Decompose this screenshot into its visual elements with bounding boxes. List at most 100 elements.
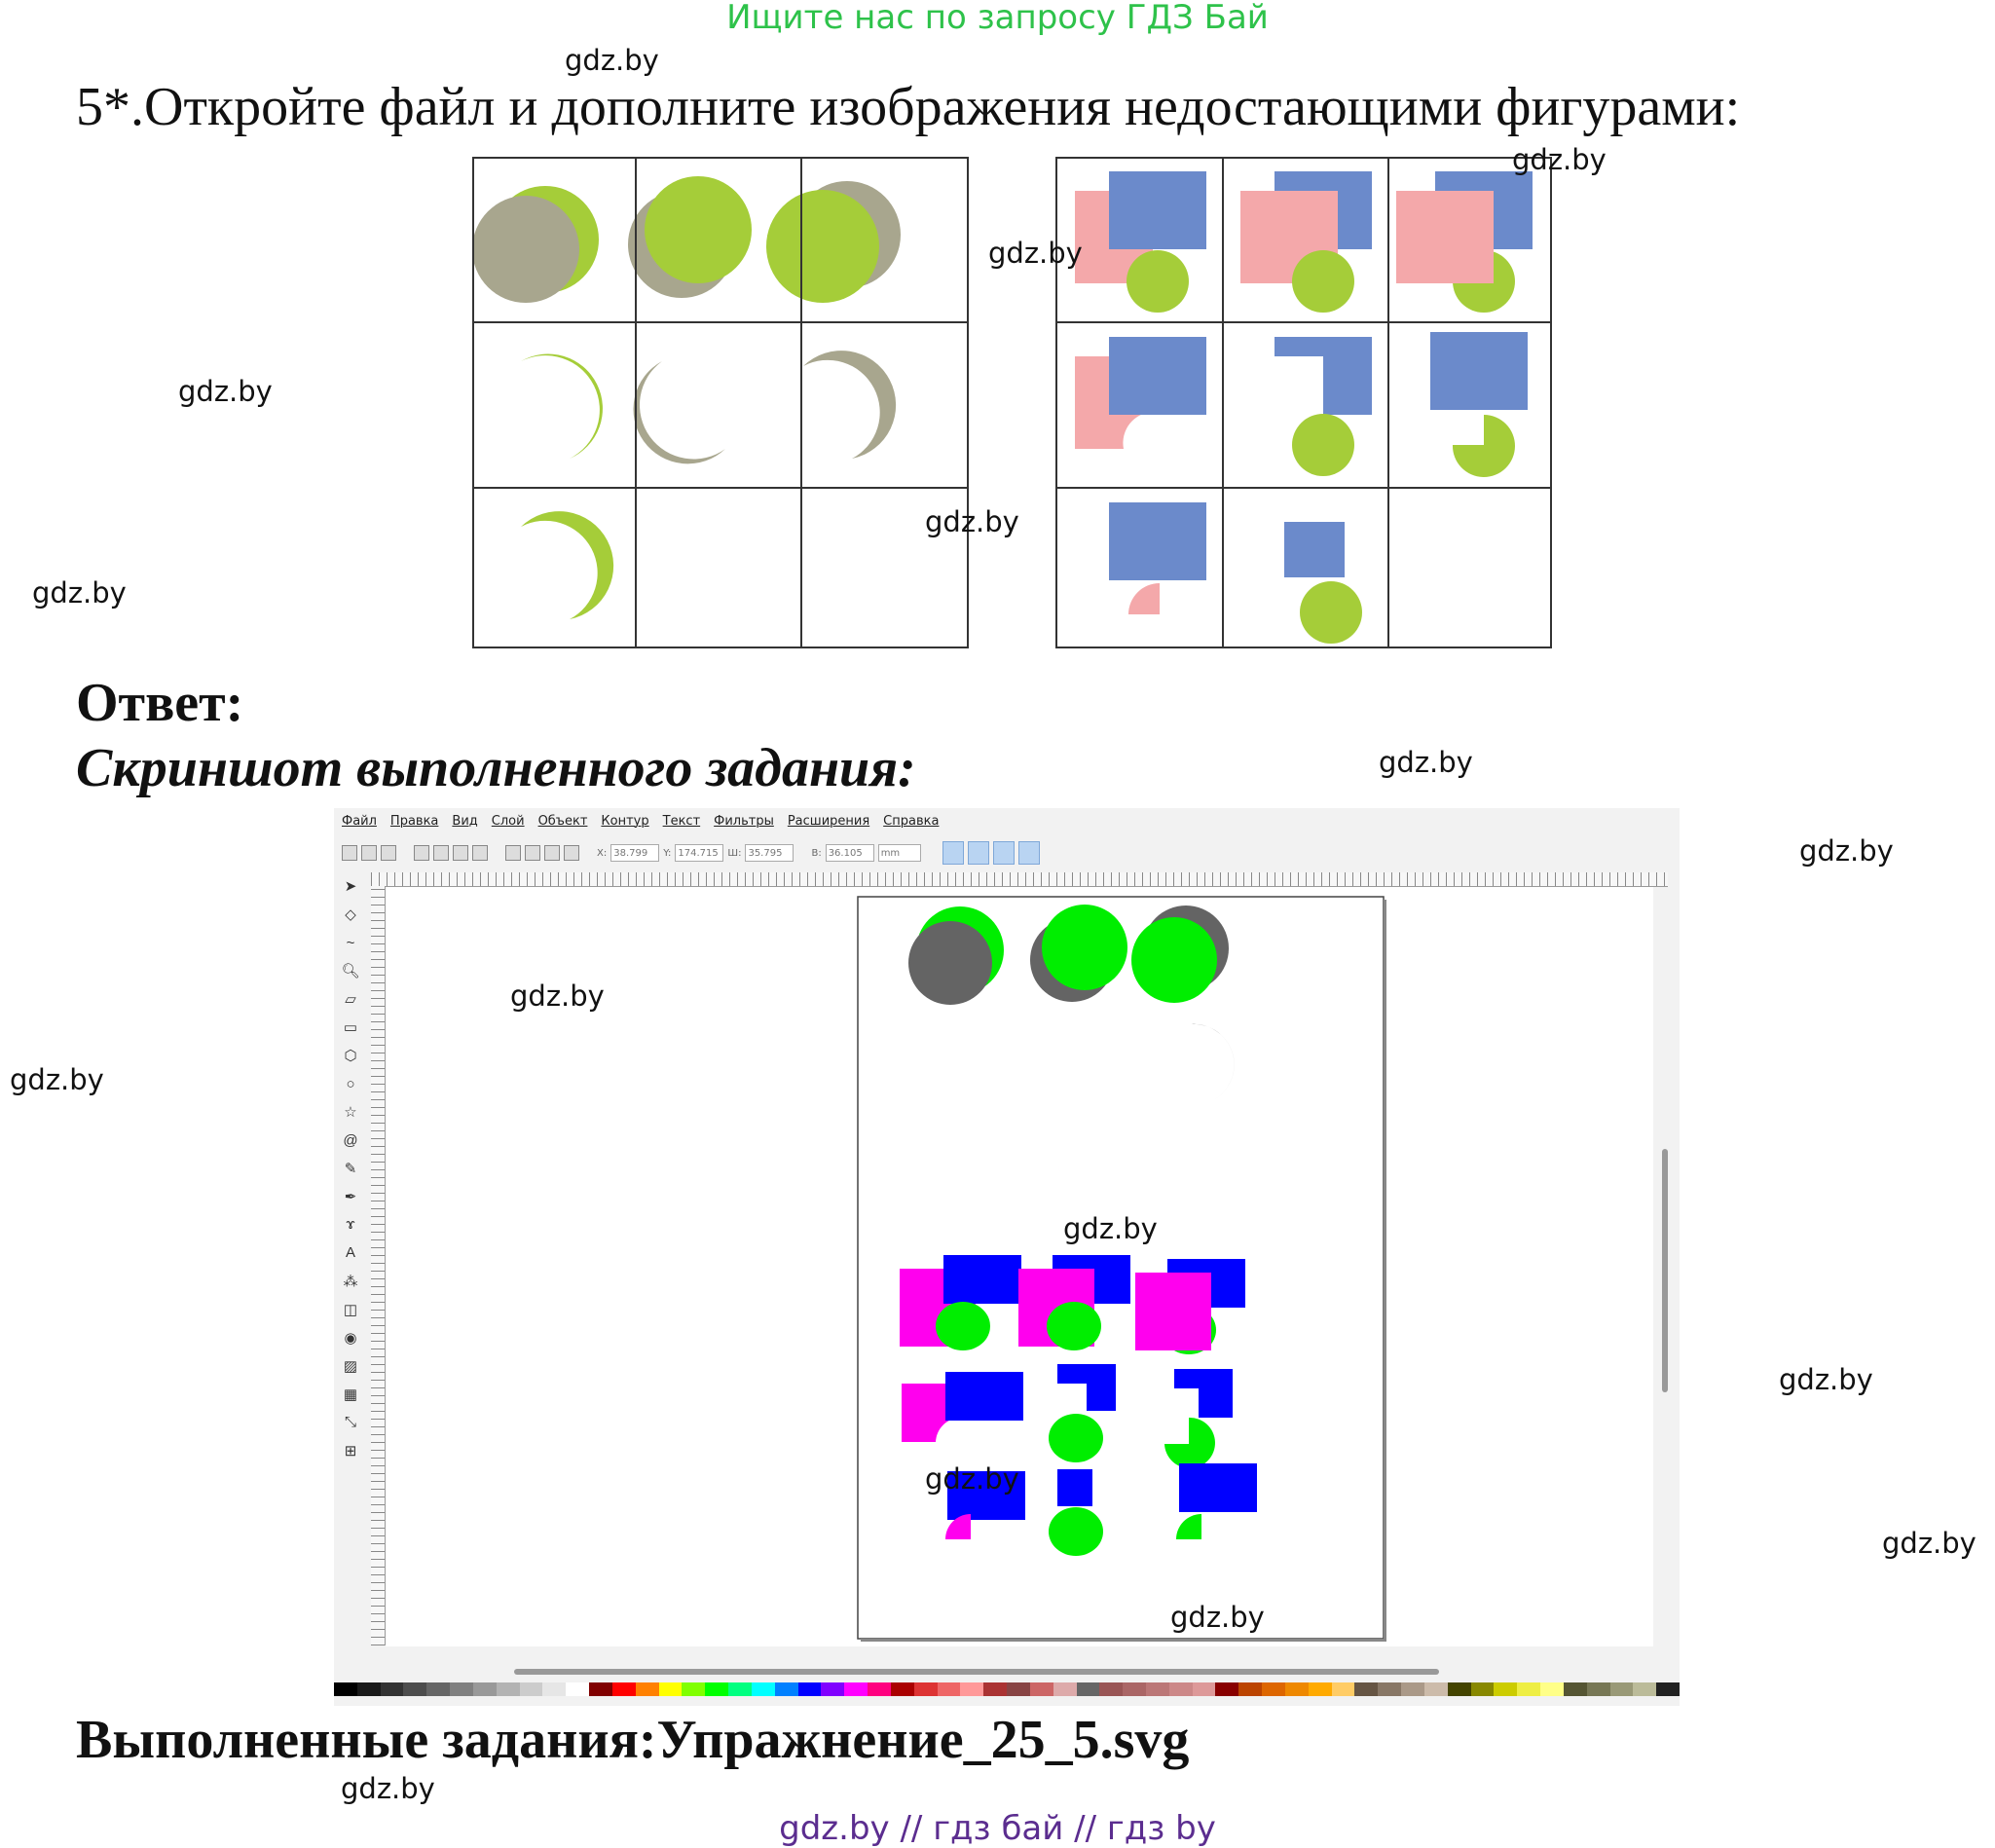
- pen-tool-icon[interactable]: ✒: [344, 1188, 357, 1205]
- menu-object[interactable]: Объект: [537, 813, 588, 829]
- task-text: 5*.Откройте файл и дополните изображения…: [76, 77, 1741, 137]
- menu-help[interactable]: Справка: [883, 813, 940, 829]
- spiral-tool-icon[interactable]: @: [343, 1131, 358, 1149]
- select-all-layers-icon[interactable]: [361, 845, 377, 861]
- raise-icon[interactable]: [525, 845, 540, 861]
- unit-select[interactable]: mm: [877, 844, 921, 862]
- menu-view[interactable]: Вид: [452, 813, 478, 829]
- lower-to-bottom-icon[interactable]: [564, 845, 579, 861]
- color-palette[interactable]: [334, 1682, 1680, 1696]
- zoom-tool-icon[interactable]: 🔍︎: [341, 963, 360, 980]
- inkscape-window: Файл Правка Вид Слой Объект Контур Текст…: [334, 808, 1680, 1706]
- y-field[interactable]: 174.715: [675, 844, 724, 862]
- watermark: gdz.by: [32, 576, 127, 610]
- lime-circle: [1300, 581, 1362, 644]
- star-tool-icon[interactable]: ☆: [344, 1104, 357, 1122]
- transform-gradients-toggle[interactable]: [992, 841, 1015, 865]
- mesh-tool-icon[interactable]: ▦: [343, 1386, 358, 1403]
- connector-tool-icon[interactable]: ⊞: [344, 1442, 357, 1460]
- lime-crescent: [521, 511, 614, 619]
- select-all-icon[interactable]: [342, 845, 357, 861]
- rotate-ccw-icon[interactable]: [414, 845, 429, 861]
- lime-crescent: [521, 353, 603, 459]
- bucket-tool-icon[interactable]: ◉: [344, 1329, 357, 1347]
- text-tool-icon[interactable]: A: [345, 1244, 355, 1262]
- vertical-scrollbar[interactable]: [1662, 1149, 1668, 1392]
- rect-puzzle-grid: [1055, 157, 1552, 648]
- eraser-tool-icon[interactable]: ◫: [343, 1301, 358, 1318]
- menu-layer[interactable]: Слой: [491, 813, 525, 829]
- lock-icon[interactable]: [797, 846, 807, 860]
- watermark: gdz.by: [565, 44, 659, 77]
- tweak-tool-icon[interactable]: ~: [346, 934, 355, 951]
- height-field[interactable]: 36.105: [825, 844, 874, 862]
- slate-rect: [1430, 332, 1528, 410]
- dropper-tool-icon[interactable]: ⤡: [344, 1414, 356, 1431]
- scale-corners-toggle[interactable]: [967, 841, 989, 865]
- watermark: gdz.by: [1063, 1212, 1158, 1245]
- menu-bar: Файл Правка Вид Слой Объект Контур Текст…: [334, 808, 1680, 833]
- watermark: gdz.by: [1512, 143, 1607, 176]
- menu-filters[interactable]: Фильтры: [714, 813, 774, 829]
- slate-l-shape: [1275, 337, 1372, 415]
- rect-tool-icon[interactable]: ▭: [343, 1019, 358, 1037]
- khaki-crescent: [803, 351, 897, 459]
- lime-pacman: [1452, 415, 1515, 477]
- lower-icon[interactable]: [544, 845, 560, 861]
- flip-horizontal-icon[interactable]: [453, 845, 468, 861]
- top-banner[interactable]: Ищите нас по запросу ГДЗ Бай: [726, 0, 1269, 37]
- lime-circle: [1292, 250, 1354, 313]
- selector-tool-icon[interactable]: ➤: [344, 878, 357, 896]
- watermark: gdz.by: [925, 1462, 1019, 1496]
- watermark: gdz.by: [925, 505, 1019, 538]
- horizontal-ruler: [371, 872, 1668, 887]
- pink-rect: [1396, 191, 1494, 283]
- rotate-cw-icon[interactable]: [433, 845, 449, 861]
- pink-crescent: [647, 517, 735, 627]
- lime-circle: [645, 176, 752, 283]
- x-label: X:: [597, 847, 608, 859]
- watermark: gdz.by: [1882, 1527, 1977, 1560]
- answer-label: Ответ:: [76, 673, 244, 733]
- x-field[interactable]: 38.799: [610, 844, 660, 862]
- lime-circle: [1127, 250, 1189, 313]
- y-label: Y:: [663, 847, 672, 859]
- raise-to-top-icon[interactable]: [505, 845, 521, 861]
- 3d-box-tool-icon[interactable]: ⬡: [344, 1048, 357, 1065]
- menu-edit[interactable]: Правка: [389, 813, 439, 829]
- spray-tool-icon[interactable]: ⁂: [343, 1273, 358, 1290]
- width-label: Ш:: [727, 847, 742, 859]
- screenshot-label: Скриншот выполненного задания:: [76, 738, 916, 798]
- horizontal-scrollbar[interactable]: [514, 1669, 1439, 1675]
- width-field[interactable]: 35.795: [745, 844, 794, 862]
- calligraphy-tool-icon[interactable]: ɤ: [346, 1216, 355, 1234]
- menu-text[interactable]: Текст: [662, 813, 701, 829]
- khaki-circle: [472, 196, 579, 303]
- gradient-tool-icon[interactable]: ▨: [343, 1357, 358, 1375]
- deselect-icon[interactable]: [381, 845, 396, 861]
- slate-rect: [1109, 171, 1206, 249]
- measure-tool-icon[interactable]: ▱: [345, 991, 356, 1009]
- flip-vertical-icon[interactable]: [472, 845, 488, 861]
- ellipse-tool-icon[interactable]: ○: [346, 1075, 355, 1092]
- pencil-tool-icon[interactable]: ✎: [344, 1161, 357, 1177]
- lime-circle: [1292, 414, 1354, 476]
- transform-patterns-toggle[interactable]: [1017, 841, 1040, 865]
- watermark: gdz.by: [341, 1772, 435, 1805]
- watermark: gdz.by: [988, 237, 1083, 270]
- node-tool-icon[interactable]: ◇: [345, 906, 356, 924]
- height-label: В:: [811, 847, 822, 859]
- menu-extensions[interactable]: Расширения: [787, 813, 870, 829]
- drawing-canvas[interactable]: [386, 887, 1653, 1646]
- menu-path[interactable]: Контур: [601, 813, 649, 829]
- lime-circle: [766, 190, 879, 303]
- menu-file[interactable]: Файл: [342, 813, 377, 829]
- khaki-crescent: [633, 361, 725, 464]
- slate-rect: [1109, 502, 1206, 580]
- slate-rect: [1284, 522, 1345, 577]
- circle-puzzle-grid: [472, 157, 969, 648]
- footer-links[interactable]: gdz.by // гдз бай // гдз by: [779, 1809, 1216, 1848]
- scale-stroke-toggle[interactable]: [942, 841, 964, 865]
- watermark: gdz.by: [510, 979, 605, 1013]
- watermark: gdz.by: [1379, 746, 1473, 779]
